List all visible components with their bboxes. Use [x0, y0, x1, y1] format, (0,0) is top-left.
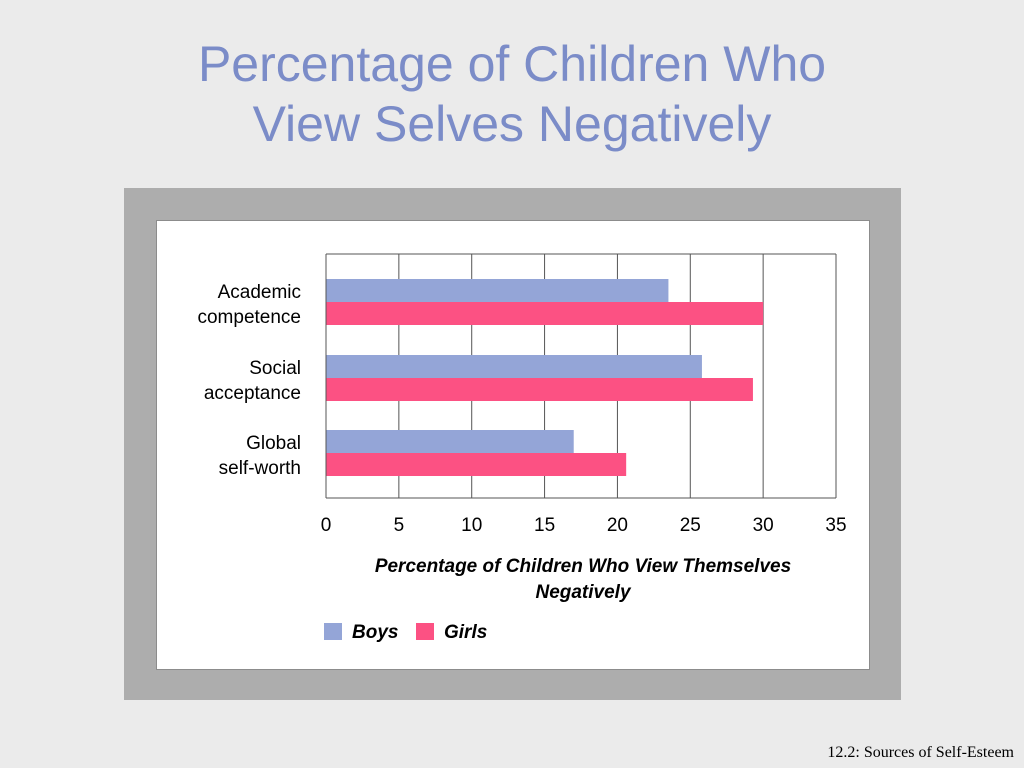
- x-tick-label: 25: [680, 515, 701, 536]
- bar-chart: 0 5 10 15 20 25 30 35 Academic competence Social a…: [197, 253, 847, 643]
- bar-girls: [326, 453, 627, 476]
- y-category-label: Academic competence: [197, 282, 301, 328]
- axis-layer: 0 5 10 15 20 25 30 35: [321, 254, 847, 536]
- chart-frame: 0 5 10 15 20 25 30 35 Academic competence Social a…: [124, 188, 901, 700]
- legend-swatch-girls: [416, 623, 434, 640]
- y-category-label: Global self-worth: [219, 433, 301, 479]
- x-tick-label: 15: [534, 515, 555, 536]
- slide-title-line-1: Percentage of Children Who: [197, 36, 827, 92]
- bar-girls: [326, 302, 764, 325]
- slide-title-line-2: View Selves Negatively: [252, 96, 772, 152]
- bar-layer: [326, 279, 764, 476]
- legend-label-girls: Girls: [444, 622, 487, 643]
- x-axis-label-line-1: Percentage of Children Who View Themselv…: [375, 556, 791, 577]
- slide-footer: 12.2: Sources of Self-Esteem: [827, 744, 1014, 761]
- bar-boys: [326, 355, 702, 378]
- bar-boys: [326, 430, 574, 453]
- x-tick-label: 20: [607, 515, 628, 536]
- legend: Boys Girls: [324, 622, 487, 643]
- bar-boys: [326, 279, 669, 302]
- legend-label-boys: Boys: [352, 622, 398, 643]
- legend-swatch-boys: [324, 623, 342, 640]
- slide-title: Percentage of Children Who View Selves N…: [0, 34, 1024, 154]
- x-tick-label: 10: [461, 515, 482, 536]
- x-tick-label: 30: [753, 515, 774, 536]
- x-tick-label: 0: [321, 515, 332, 536]
- chart-panel: 0 5 10 15 20 25 30 35 Academic competence Social a…: [156, 220, 870, 670]
- x-axis-label-line-2: Negatively: [535, 582, 631, 603]
- x-tick-label: 5: [394, 515, 405, 536]
- y-category-label: Social acceptance: [204, 358, 301, 404]
- bar-girls: [326, 378, 753, 401]
- x-tick-label: 35: [825, 515, 846, 536]
- label-layer: Academic competence Social acceptance Global…: [197, 282, 791, 603]
